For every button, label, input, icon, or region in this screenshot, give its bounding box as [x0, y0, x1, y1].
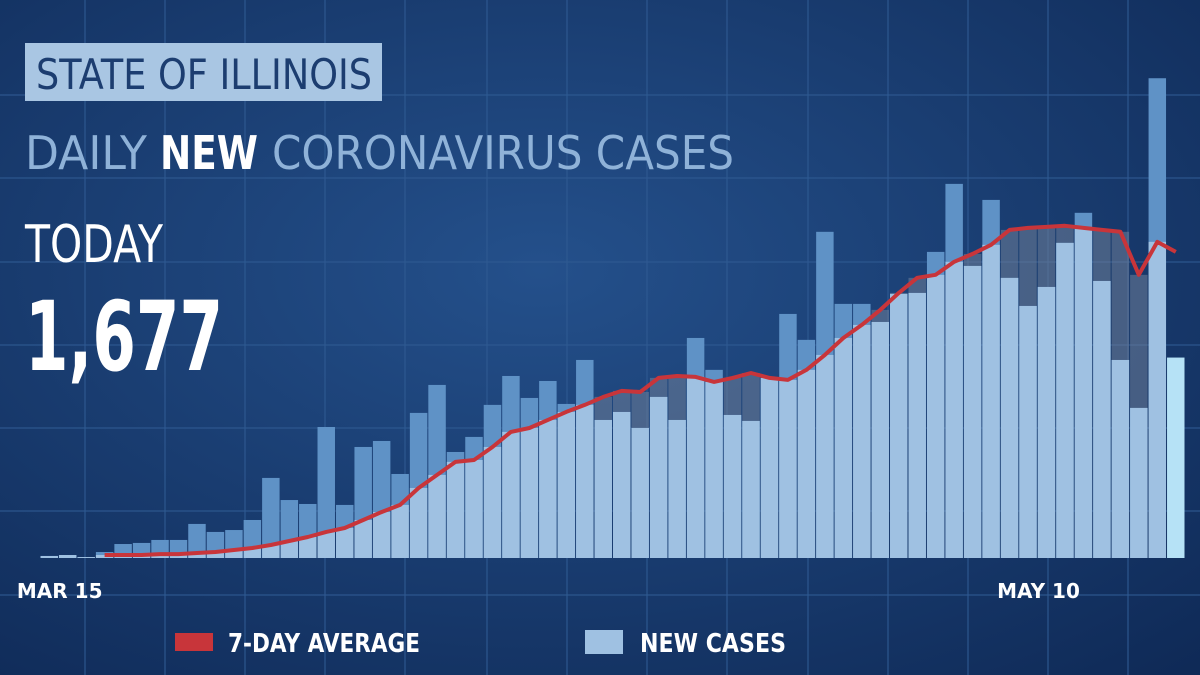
average-gap [594, 396, 612, 420]
bar-below-average [1037, 286, 1056, 558]
bar-below-average [668, 419, 686, 558]
bar-below-average [225, 549, 243, 558]
bar-below-average [465, 459, 483, 558]
bar-below-average [520, 427, 539, 558]
bar-below-average [779, 379, 797, 558]
bar-below-average [816, 354, 834, 558]
bar-below-average [834, 337, 853, 558]
kicker-box [25, 43, 382, 101]
bar-below-average [1000, 277, 1019, 558]
bar-below-average [354, 519, 372, 558]
bar-below-average [576, 404, 594, 558]
average-gap [963, 253, 982, 266]
bar-below-average [262, 544, 280, 558]
average-line [104, 223, 1177, 557]
bar-below-average [1130, 407, 1148, 558]
average-gap [1019, 227, 1037, 306]
average-gap [723, 377, 742, 415]
bar-below-average [335, 527, 354, 558]
bar-below-average [631, 427, 649, 558]
bar [317, 427, 335, 558]
bar-below-average [77, 557, 95, 558]
average-gap [1130, 274, 1148, 408]
average-gap [1111, 231, 1130, 360]
bar-below-average [760, 377, 779, 558]
bar-below-average [926, 274, 945, 558]
bar-below-average [188, 552, 206, 558]
bar-below-average [742, 420, 760, 558]
bar-below-average [890, 293, 908, 558]
legend-swatch-line [175, 633, 213, 651]
plot-area: MAR 15 MAY 10 [17, 78, 1185, 603]
bar-below-average [391, 504, 409, 558]
today-value: 1,677 [25, 281, 223, 393]
average-gap [668, 375, 686, 420]
bar [262, 477, 280, 558]
bar-below-average [649, 396, 668, 558]
bar-below-average [502, 431, 520, 558]
bar-below-average [686, 376, 705, 558]
bar-below-average [299, 536, 317, 558]
bar-below-average [409, 487, 428, 558]
chart-title: DAILY NEW CORONAVIRUS CASES [25, 126, 734, 180]
bar [1167, 357, 1185, 558]
bar-below-average [40, 555, 58, 558]
bar-below-average [797, 369, 816, 558]
bar-below-average [963, 265, 982, 558]
title-part: DAILY [25, 126, 148, 180]
bar-below-average [945, 261, 963, 558]
bar-below-average [853, 324, 871, 558]
legend: 7-DAY AVERAGE NEW CASES [175, 629, 786, 659]
bar-below-average [1019, 305, 1037, 558]
bar-below-average [1111, 359, 1130, 558]
bar-below-average [428, 474, 446, 558]
legend-label: 7-DAY AVERAGE [228, 629, 420, 659]
bar-below-average [446, 461, 465, 558]
average-gap [631, 391, 649, 428]
legend-swatch-bar [585, 630, 623, 654]
bar-below-average [1056, 242, 1074, 558]
legend-label: NEW CASES [640, 629, 786, 659]
bar-below-average [871, 321, 890, 558]
bar-below-average [723, 414, 742, 558]
bar-below-average [557, 411, 576, 558]
bar-below-average [1074, 227, 1093, 558]
title-part: NEW [160, 126, 258, 180]
bar-below-average [908, 292, 926, 558]
bar-below-average [705, 381, 723, 558]
bar-below-average [594, 419, 612, 558]
bar-below-average [483, 446, 502, 558]
kicker: STATE OF ILLINOIS [36, 50, 372, 99]
average-gap [613, 390, 631, 412]
average-gap [1093, 229, 1111, 281]
bar-below-average [58, 555, 77, 558]
average-gap [1056, 225, 1074, 243]
bar-below-average [1148, 241, 1167, 558]
bar-below-average [539, 419, 557, 558]
x-tick-label: MAY 10 [997, 579, 1080, 603]
today-label: TODAY [24, 215, 163, 275]
average-gap [1037, 226, 1056, 287]
title-part: CORONAVIRUS CASES [272, 126, 734, 180]
bar-below-average [243, 547, 262, 558]
bar-below-average [982, 244, 1000, 558]
bar-below-average [372, 511, 391, 558]
bar-below-average [280, 541, 299, 558]
x-tick-label: MAR 15 [17, 579, 103, 603]
average-gap [1000, 229, 1019, 278]
bar-below-average [1093, 280, 1111, 558]
bar-below-average [206, 552, 225, 558]
bar [188, 523, 206, 558]
bar-below-average [613, 411, 631, 558]
bar-below-average [317, 531, 335, 558]
average-gap [742, 372, 760, 421]
